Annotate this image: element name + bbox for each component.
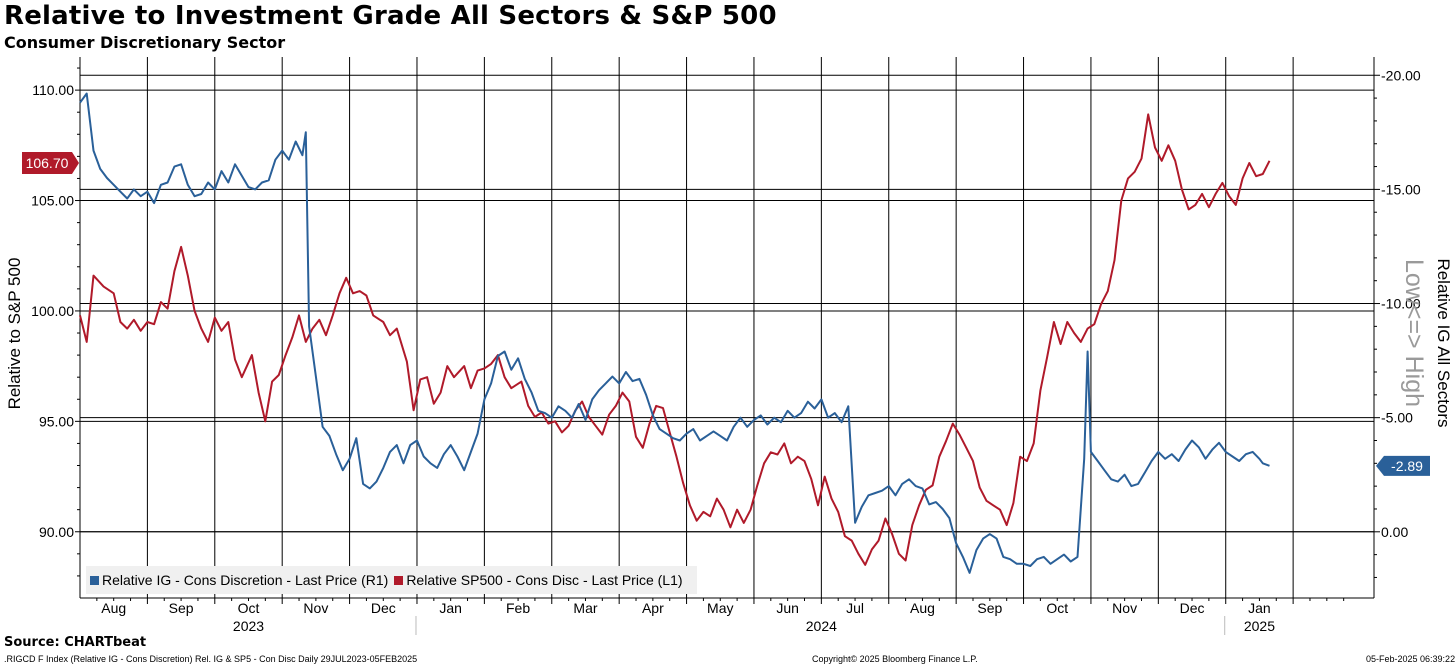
right-axis-title: Relative IG All Sectors <box>1434 258 1453 427</box>
legend-item-red: Relative SP500 - Cons Disc - Last Price … <box>394 572 683 588</box>
right-tick-label: 0.00 <box>1381 524 1408 540</box>
right-tick-label: -20.00 <box>1381 67 1421 83</box>
left-tick-label: 105.00 <box>31 193 74 209</box>
last-value-label-red: 106.70 <box>26 155 69 171</box>
series-line-blue <box>79 92 1270 574</box>
x-tick-label: Oct <box>238 600 260 616</box>
right-tick-label: -10.00 <box>1381 296 1421 312</box>
left-axis-title: Relative to S&P 500 <box>5 258 24 410</box>
x-tick-label: Jul <box>846 600 864 616</box>
legend-item-blue: Relative IG - Cons Discretion - Last Pri… <box>90 572 388 588</box>
footer-left: .RIGCD F Index (Relative IG - Cons Discr… <box>4 654 418 664</box>
x-tick-label: Mar <box>573 600 597 616</box>
last-value-tag-blue <box>1376 455 1430 476</box>
series-line-red <box>79 113 1271 566</box>
x-tick-label: Jun <box>776 600 799 616</box>
legend-swatch-blue <box>90 575 99 585</box>
x-tick-label: Sep <box>977 600 1002 616</box>
chart-legend: Relative IG - Cons Discretion - Last Pri… <box>86 566 697 594</box>
x-tick-label: Dec <box>371 600 396 616</box>
left-tick-label: 100.00 <box>31 303 74 319</box>
last-value-label-blue: -2.89 <box>1391 458 1423 474</box>
legend-label-red: Relative SP500 - Cons Disc - Last Price … <box>406 572 683 588</box>
left-tick-label: 95.00 <box>39 413 74 429</box>
right-axis-annotation: Low<=> High <box>1400 259 1428 407</box>
x-year-label: 2024 <box>806 618 837 634</box>
legend-label-blue: Relative IG - Cons Discretion - Last Pri… <box>102 572 389 588</box>
chart-title: Relative to Investment Grade All Sectors… <box>4 1 777 31</box>
right-tick-label: -5.00 <box>1381 410 1413 426</box>
x-tick-label: Dec <box>1180 600 1205 616</box>
x-tick-label: Oct <box>1046 600 1068 616</box>
left-tick-label: 90.00 <box>39 524 74 540</box>
legend-swatch-red <box>394 575 404 585</box>
x-year-label: 2025 <box>1244 618 1275 634</box>
x-tick-label: Apr <box>642 600 664 616</box>
x-tick-label: Jan <box>439 600 462 616</box>
x-tick-label: Nov <box>303 600 328 616</box>
left-tick-label: 110.00 <box>32 82 74 98</box>
x-year-label: 2023 <box>233 618 264 634</box>
x-tick-label: Aug <box>101 600 126 616</box>
source-label: Source: CHARTbeat <box>4 635 147 650</box>
right-tick-label: -15.00 <box>1381 181 1421 197</box>
x-tick-label: Feb <box>506 600 530 616</box>
x-tick-label: Sep <box>169 600 194 616</box>
x-tick-label: Aug <box>910 600 935 616</box>
x-tick-label: Nov <box>1112 600 1137 616</box>
footer-center: Copyright© 2025 Bloomberg Finance L.P. <box>812 654 978 664</box>
footer-right: 05-Feb-2025 06:39:22 <box>1366 654 1456 664</box>
x-tick-label: Jan <box>1248 600 1271 616</box>
chart-subtitle: Consumer Discretionary Sector <box>4 33 286 52</box>
x-tick-label: May <box>707 600 733 616</box>
last-value-tag-red <box>22 151 79 174</box>
